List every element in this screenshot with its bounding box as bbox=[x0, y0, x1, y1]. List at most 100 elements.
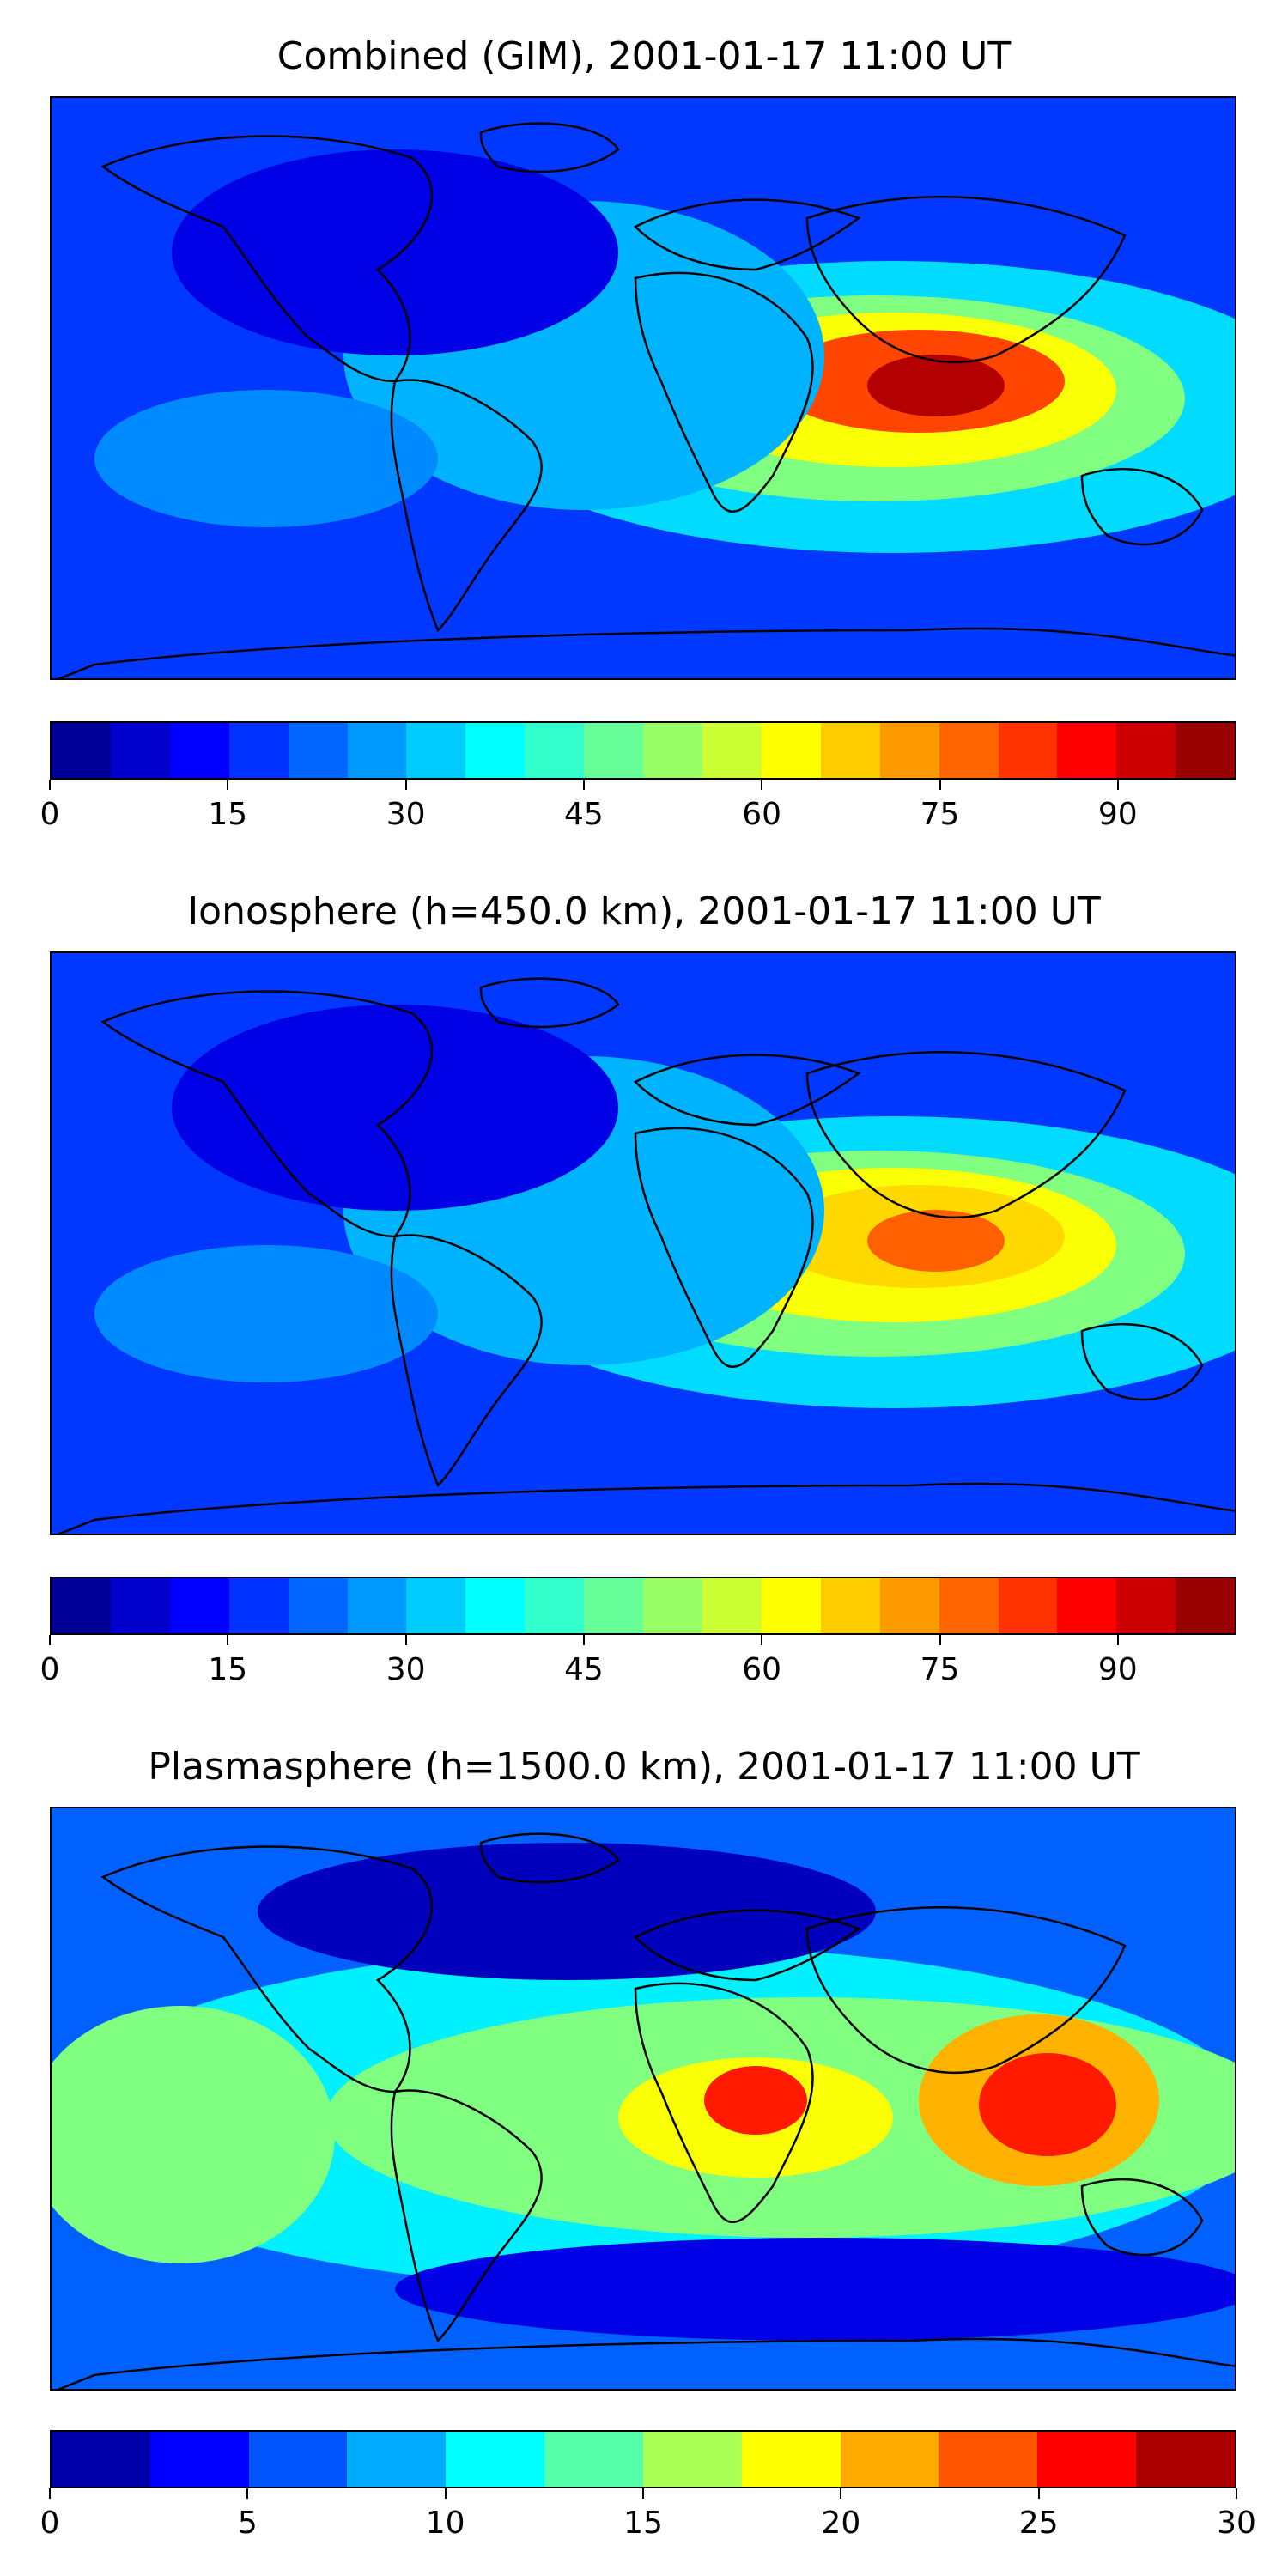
coastline bbox=[100, 135, 434, 383]
colorbar-tick-label: 10 bbox=[425, 2506, 465, 2541]
colorbar-ticks: 0 15 30 45 60 75 90 bbox=[40, 780, 1236, 832]
map-frame bbox=[50, 951, 1236, 1535]
colorbar-level bbox=[248, 2432, 348, 2487]
colorbar-level bbox=[879, 1578, 939, 1633]
coastline bbox=[57, 627, 1235, 678]
coastline bbox=[633, 1909, 861, 1982]
colorbar-tick bbox=[49, 2488, 51, 2499]
coastline bbox=[1080, 2178, 1204, 2257]
coastline bbox=[634, 1982, 814, 2223]
colorbar-tick bbox=[1236, 2488, 1237, 2499]
colorbar-tick-label: 15 bbox=[623, 2506, 663, 2541]
colorbar-level bbox=[110, 1578, 170, 1633]
colorbar-level bbox=[169, 723, 229, 778]
colorbar-level bbox=[702, 723, 762, 778]
colorbar-tick bbox=[49, 780, 51, 790]
coastline bbox=[805, 1051, 1127, 1219]
colorbar-tick-label: 20 bbox=[821, 2506, 861, 2541]
colorbar-level bbox=[347, 1578, 407, 1633]
coastline bbox=[390, 2089, 543, 2343]
colorbar-tick bbox=[1116, 1635, 1119, 1645]
coastline bbox=[634, 1127, 814, 1368]
colorbar-level bbox=[584, 723, 644, 778]
colorbar-level bbox=[1176, 723, 1236, 778]
field-contour bbox=[867, 355, 1005, 416]
colorbar-level bbox=[149, 2432, 249, 2487]
colorbar-tick-label: 0 bbox=[39, 2506, 60, 2541]
colorbar-level bbox=[347, 723, 407, 778]
tec-map-combined bbox=[52, 98, 1235, 678]
field-contour bbox=[94, 390, 438, 527]
colorbar-tick-label: 0 bbox=[39, 797, 60, 832]
colorbar-level bbox=[228, 723, 289, 778]
colorbar-tick-label: 75 bbox=[920, 797, 960, 832]
colorbar-tick bbox=[404, 780, 407, 790]
map-title: Combined (GIM), 2001-01-17 11:00 UT bbox=[276, 34, 1012, 78]
colorbar-tick-label: 75 bbox=[920, 1652, 960, 1687]
colorbar-tick-label: 0 bbox=[39, 1652, 60, 1687]
field-contour bbox=[172, 149, 618, 355]
coastline bbox=[100, 990, 434, 1238]
coastline bbox=[100, 1845, 434, 2093]
colorbar-tick bbox=[939, 780, 941, 790]
colorbar-tick-label: 25 bbox=[1018, 2506, 1059, 2541]
colorbar-tick bbox=[761, 1635, 763, 1645]
colorbar-level bbox=[446, 2432, 545, 2487]
colorbar-tick bbox=[840, 2488, 842, 2499]
colorbar-ticks: 0 5 10 15 20 25 30 bbox=[40, 2488, 1256, 2541]
field-contour bbox=[979, 2053, 1116, 2156]
coastline bbox=[390, 379, 543, 633]
colorbar-level bbox=[1116, 1578, 1176, 1633]
colorbar-tick bbox=[227, 1635, 229, 1645]
colorbar-level bbox=[642, 2432, 742, 2487]
map-title: Ionosphere (h=450.0 km), 2001-01-17 11:0… bbox=[187, 890, 1101, 933]
colorbar bbox=[50, 2430, 1236, 2488]
colorbar-tick-label: 60 bbox=[742, 797, 782, 832]
colorbar-tick bbox=[49, 1635, 51, 1645]
colorbar-level bbox=[347, 2432, 447, 2487]
colorbar-level bbox=[643, 1578, 702, 1633]
map-frame bbox=[50, 1807, 1236, 2391]
colorbar-tick bbox=[642, 2488, 644, 2499]
colorbar-level bbox=[544, 2432, 643, 2487]
field-contour bbox=[172, 1005, 618, 1211]
tec-map-plasmasphere bbox=[52, 1808, 1235, 2389]
colorbar-level bbox=[1176, 1578, 1236, 1633]
colorbar-tick-label: 90 bbox=[1097, 1652, 1138, 1687]
colorbar-tick-label: 15 bbox=[208, 797, 248, 832]
colorbar-level bbox=[761, 1578, 821, 1633]
colorbar-level bbox=[820, 1578, 880, 1633]
colorbar-level bbox=[1116, 723, 1176, 778]
coastline bbox=[390, 1234, 543, 1488]
colorbar-level bbox=[998, 1578, 1058, 1633]
colorbar-level bbox=[939, 723, 999, 778]
coastline bbox=[634, 271, 814, 513]
colorbar-level bbox=[52, 1578, 111, 1633]
colorbar-tick bbox=[761, 780, 763, 790]
coastline bbox=[805, 196, 1127, 364]
colorbar-tick bbox=[404, 1635, 407, 1645]
colorbar-ticks: 0 15 30 45 60 75 90 bbox=[40, 1635, 1236, 1687]
colorbar-level bbox=[741, 2432, 841, 2487]
colorbar-level bbox=[228, 1578, 289, 1633]
coastline bbox=[1080, 1322, 1204, 1401]
colorbar-level bbox=[288, 723, 348, 778]
colorbar-tick-label: 60 bbox=[742, 1652, 782, 1687]
coastline bbox=[805, 1906, 1127, 2075]
coastline bbox=[57, 1482, 1235, 1534]
colorbar-tick bbox=[444, 2488, 447, 2499]
colorbar-tick bbox=[939, 1635, 941, 1645]
colorbar-level bbox=[52, 723, 111, 778]
coastline bbox=[57, 2337, 1235, 2389]
field-contour bbox=[94, 1245, 438, 1382]
colorbar-tick-label: 45 bbox=[563, 1652, 604, 1687]
coastline bbox=[479, 122, 620, 173]
coastline bbox=[479, 1832, 620, 1884]
field-contour bbox=[52, 2006, 335, 2263]
colorbar-tick-label: 30 bbox=[386, 797, 426, 832]
colorbar-tick-label: 45 bbox=[563, 797, 604, 832]
colorbar-level bbox=[761, 723, 821, 778]
colorbar-level bbox=[584, 1578, 644, 1633]
map-frame bbox=[50, 96, 1236, 680]
field-contour bbox=[867, 1210, 1005, 1272]
